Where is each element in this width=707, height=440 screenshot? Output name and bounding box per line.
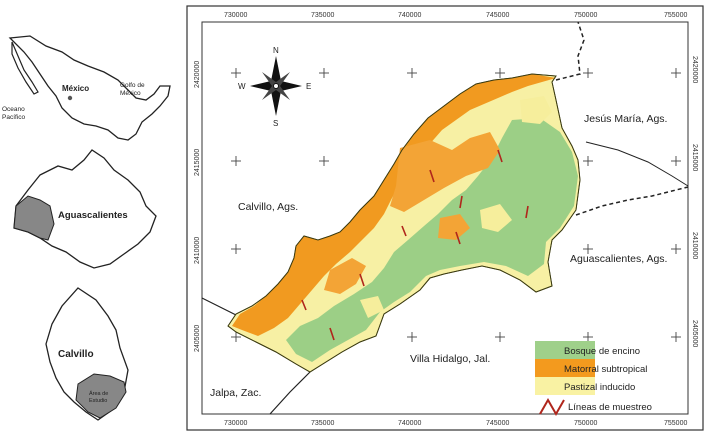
legend-label: Matorral subtropical	[564, 364, 647, 375]
main-map: 730000 735000 740000 745000 750000 75500…	[186, 5, 704, 431]
study-area	[227, 73, 581, 373]
study-region-shaded	[13, 195, 55, 241]
compass-east-point	[276, 81, 302, 91]
calvillo-inset-label: Calvillo	[58, 349, 94, 360]
x-tick-label: 745000	[486, 420, 509, 427]
sampling-line	[401, 225, 407, 237]
boundary-line-jesus-maria	[585, 141, 689, 187]
compass-w-label: W	[238, 82, 246, 91]
inset-calvillo: Calvillo Área de Estudio	[45, 287, 129, 421]
place-label-calvillo: Calvillo, Ags.	[238, 201, 298, 213]
x-tick-label: 755000	[664, 12, 687, 19]
study-area-shaded	[75, 373, 127, 419]
legend-sampling-line-symbol	[539, 397, 565, 417]
place-label-villa-hidalgo: Villa Hidalgo, Jal.	[410, 353, 490, 365]
x-tick-label: 755000	[664, 420, 687, 427]
compass-sw-point	[262, 86, 276, 100]
legend: Bosque de encino Matorral subtropical Pa…	[535, 341, 652, 417]
study-area-scrub-patches	[324, 132, 500, 294]
aguascalientes-marker	[67, 95, 73, 101]
sampling-line	[525, 205, 529, 219]
study-area-label: Área de	[89, 390, 108, 397]
gulf-label: Golfo de	[120, 82, 145, 89]
sampling-lines	[301, 149, 529, 341]
study-area-outline	[227, 73, 581, 373]
sampling-line	[329, 327, 335, 341]
compass-s-label: S	[273, 119, 278, 128]
x-tick-label: 730000	[224, 12, 247, 19]
x-tick-label: 740000	[398, 420, 421, 427]
inset-aguascalientes: Aguascalientes	[13, 149, 157, 269]
sampling-line	[429, 169, 435, 183]
place-label-jesus-maria: Jesús María, Ags.	[584, 113, 667, 125]
x-tick-label: 745000	[486, 12, 509, 19]
place-label-aguascalientes: Aguascalientes, Ags.	[570, 253, 667, 265]
ocean-label: Oceano	[2, 106, 25, 113]
x-tick-label: 740000	[398, 12, 421, 19]
x-tick-label: 735000	[311, 12, 334, 19]
boundary-line-southwest	[269, 371, 311, 415]
compass-center	[273, 83, 279, 89]
mexico-outline	[8, 35, 171, 141]
compass-e-label: E	[306, 82, 311, 91]
legend-swatch	[535, 341, 595, 359]
boundary-line-east	[575, 186, 689, 216]
x-tick-label: 750000	[574, 420, 597, 427]
gulf-label-2: México	[120, 90, 141, 97]
sampling-line	[455, 231, 461, 245]
x-tick-labels-bottom: 730000 735000 740000 745000 750000 75500…	[224, 420, 687, 427]
compass-ne-point	[276, 72, 290, 86]
y-tick-label: 2420000	[194, 61, 201, 88]
compass-se-point	[276, 86, 290, 100]
legend-swatch	[535, 359, 595, 377]
inset-mexico: México Oceano Pacífico Golfo de México	[2, 35, 171, 141]
y-tick-label: 2415000	[691, 144, 698, 171]
x-tick-label: 735000	[311, 420, 334, 427]
compass-south-point	[271, 86, 281, 116]
y-tick-label: 2410000	[194, 237, 201, 264]
legend-swatch	[535, 377, 595, 395]
sampling-line	[301, 299, 307, 311]
legend-label: Líneas de muestreo	[568, 402, 652, 413]
sampling-line	[359, 273, 365, 287]
study-area-subtropical-scrub	[232, 74, 556, 336]
baja-california-outline	[11, 41, 39, 95]
y-tick-label: 2415000	[194, 149, 201, 176]
y-tick-label: 2405000	[194, 325, 201, 352]
y-tick-labels-right: 2420000 2415000 2410000 2405000	[691, 56, 698, 347]
sampling-line	[459, 195, 463, 209]
compass-rose: N S E W	[238, 46, 311, 128]
y-tick-label: 2410000	[691, 232, 698, 259]
y-tick-labels-left: 2420000 2415000 2410000 2405000	[194, 61, 201, 352]
compass-north-point	[271, 56, 281, 86]
compass-west-point	[250, 81, 276, 91]
sampling-line	[497, 149, 503, 163]
x-tick-label: 730000	[224, 420, 247, 427]
study-area-oak-forest	[286, 118, 578, 362]
y-tick-label: 2405000	[691, 320, 698, 347]
boundary-line-northeast	[555, 21, 585, 81]
legend-label: Bosque de encino	[564, 346, 640, 357]
compass-nw-point	[262, 72, 276, 86]
legend-label: Pastizal inducido	[564, 382, 635, 393]
compass-n-label: N	[273, 46, 279, 55]
place-label-jalpa: Jalpa, Zac.	[210, 387, 261, 399]
x-tick-label: 750000	[574, 12, 597, 19]
y-tick-label: 2420000	[691, 56, 698, 83]
aguascalientes-inset-label: Aguascalientes	[58, 210, 128, 221]
study-area-grassland-patches	[360, 96, 552, 318]
study-area-label-2: Estudio	[89, 398, 107, 404]
x-tick-labels-top: 730000 735000 740000 745000 750000 75500…	[224, 12, 687, 19]
ocean-label-2: Pacífico	[2, 114, 26, 121]
mexico-label: México	[62, 84, 89, 93]
